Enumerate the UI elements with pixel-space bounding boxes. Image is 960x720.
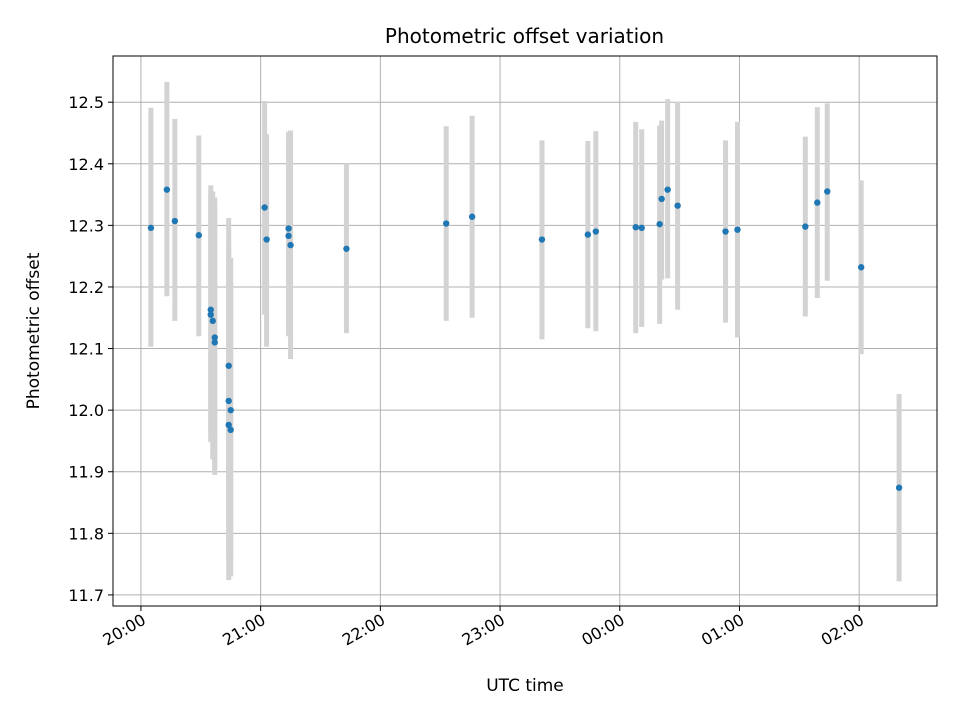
data-point	[658, 195, 665, 203]
data-point	[674, 202, 681, 209]
data-point	[171, 217, 179, 225]
data-point	[225, 362, 232, 369]
data-point	[195, 232, 202, 239]
data-point	[287, 241, 294, 249]
data-point	[211, 339, 218, 346]
data-point	[857, 264, 865, 271]
data-point	[734, 226, 741, 233]
data-point	[211, 334, 218, 341]
x-axis-label: UTC time	[486, 676, 564, 696]
data-point	[227, 406, 234, 414]
data-point	[468, 213, 476, 220]
data-point	[163, 186, 171, 193]
data-point	[207, 311, 214, 318]
data-point	[824, 188, 831, 195]
data-point	[209, 317, 216, 325]
data-point	[147, 224, 155, 232]
data-point	[814, 199, 821, 206]
y-tick-label: 11.9	[68, 463, 104, 482]
data-point	[225, 397, 232, 405]
data-point	[285, 232, 292, 240]
y-tick-label: 12.2	[68, 278, 104, 297]
y-tick-label: 12.3	[68, 216, 104, 235]
data-point	[638, 224, 645, 232]
data-point	[895, 484, 903, 491]
data-point	[632, 224, 639, 231]
data-point	[442, 220, 450, 227]
y-axis-label: Photometric offset	[24, 252, 44, 409]
data-point	[227, 426, 234, 434]
data-point	[261, 204, 268, 211]
plot-frame	[112, 55, 938, 607]
y-tick-label: 11.7	[68, 586, 104, 605]
data-point	[664, 186, 671, 193]
data-point	[656, 220, 663, 228]
data-point	[592, 228, 600, 235]
y-tick-label: 12.1	[68, 340, 104, 359]
data-point	[538, 236, 546, 243]
y-axis: 11.7 11.8 11.9 12.0 12.1 12.2 12.3 12.4 12.5	[68, 93, 113, 605]
data-point	[584, 231, 592, 238]
grid	[113, 56, 937, 606]
data-point	[802, 223, 809, 230]
data-point	[225, 421, 232, 429]
data-point	[722, 228, 729, 235]
y-tick-label: 11.8	[68, 524, 104, 543]
data-point	[343, 245, 350, 252]
data-point	[207, 306, 214, 313]
data-points	[147, 186, 903, 491]
data-point	[263, 236, 270, 243]
y-tick-label: 12.4	[68, 155, 104, 174]
chart-title: Photometric offset variation	[385, 24, 664, 48]
y-tick-label: 12.5	[68, 93, 104, 112]
data-point	[285, 225, 292, 232]
y-tick-label: 12.0	[68, 401, 104, 420]
